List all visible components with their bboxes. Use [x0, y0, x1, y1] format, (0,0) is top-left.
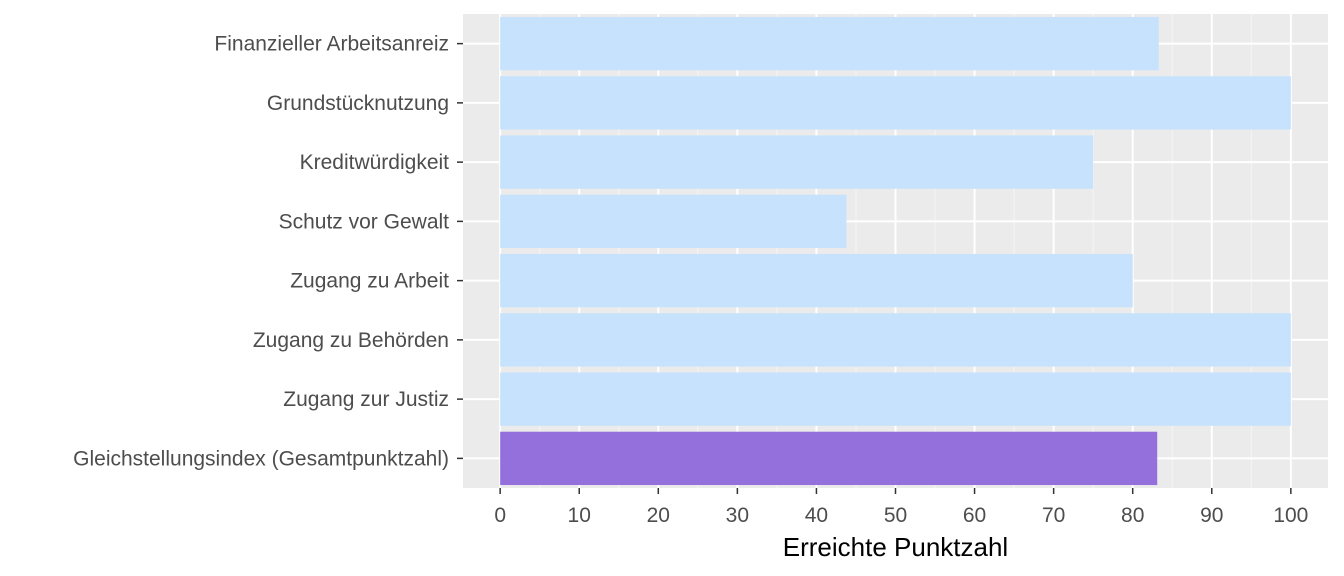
x-axis-title: Erreichte Punktzahl: [783, 532, 1008, 562]
x-axis: 0 10 20 30 40 50 60 70 80 90 100: [494, 488, 1308, 527]
x-tick-label: 90: [1200, 504, 1223, 527]
x-tick-label: 80: [1121, 504, 1144, 527]
x-tick-label: 30: [726, 504, 749, 527]
x-tick-label: 100: [1273, 504, 1308, 527]
category-label: Zugang zu Behörden: [253, 329, 449, 352]
bar: [500, 16, 1159, 71]
category-label: Finanzieller Arbeitsanreiz: [214, 33, 449, 56]
bar: [500, 253, 1133, 308]
x-tick-label: 20: [647, 504, 670, 527]
x-tick-label: 70: [1042, 504, 1065, 527]
x-tick-label: 0: [494, 504, 506, 527]
category-label: Gleichstellungsindex (Gesamtpunktzahl): [73, 447, 449, 470]
category-label: Zugang zu Arbeit: [290, 270, 449, 293]
bar-total: [500, 431, 1158, 486]
bar: [500, 135, 1094, 189]
y-axis: Finanzieller Arbeitsanreiz Grundstücknutz…: [73, 33, 463, 470]
bar: [500, 76, 1291, 130]
bars: [500, 16, 1291, 486]
x-tick-label: 50: [884, 504, 907, 527]
bar: [500, 313, 1291, 367]
x-tick-label: 60: [963, 504, 986, 527]
category-label: Grundstücknutzung: [267, 92, 449, 115]
bar: [500, 372, 1291, 426]
bar: [500, 194, 847, 249]
x-tick-label: 40: [805, 504, 828, 527]
category-label: Zugang zur Justiz: [283, 388, 449, 411]
x-tick-label: 10: [568, 504, 591, 527]
category-label: Schutz vor Gewalt: [279, 210, 450, 233]
category-label: Kreditwürdigkeit: [300, 151, 450, 174]
